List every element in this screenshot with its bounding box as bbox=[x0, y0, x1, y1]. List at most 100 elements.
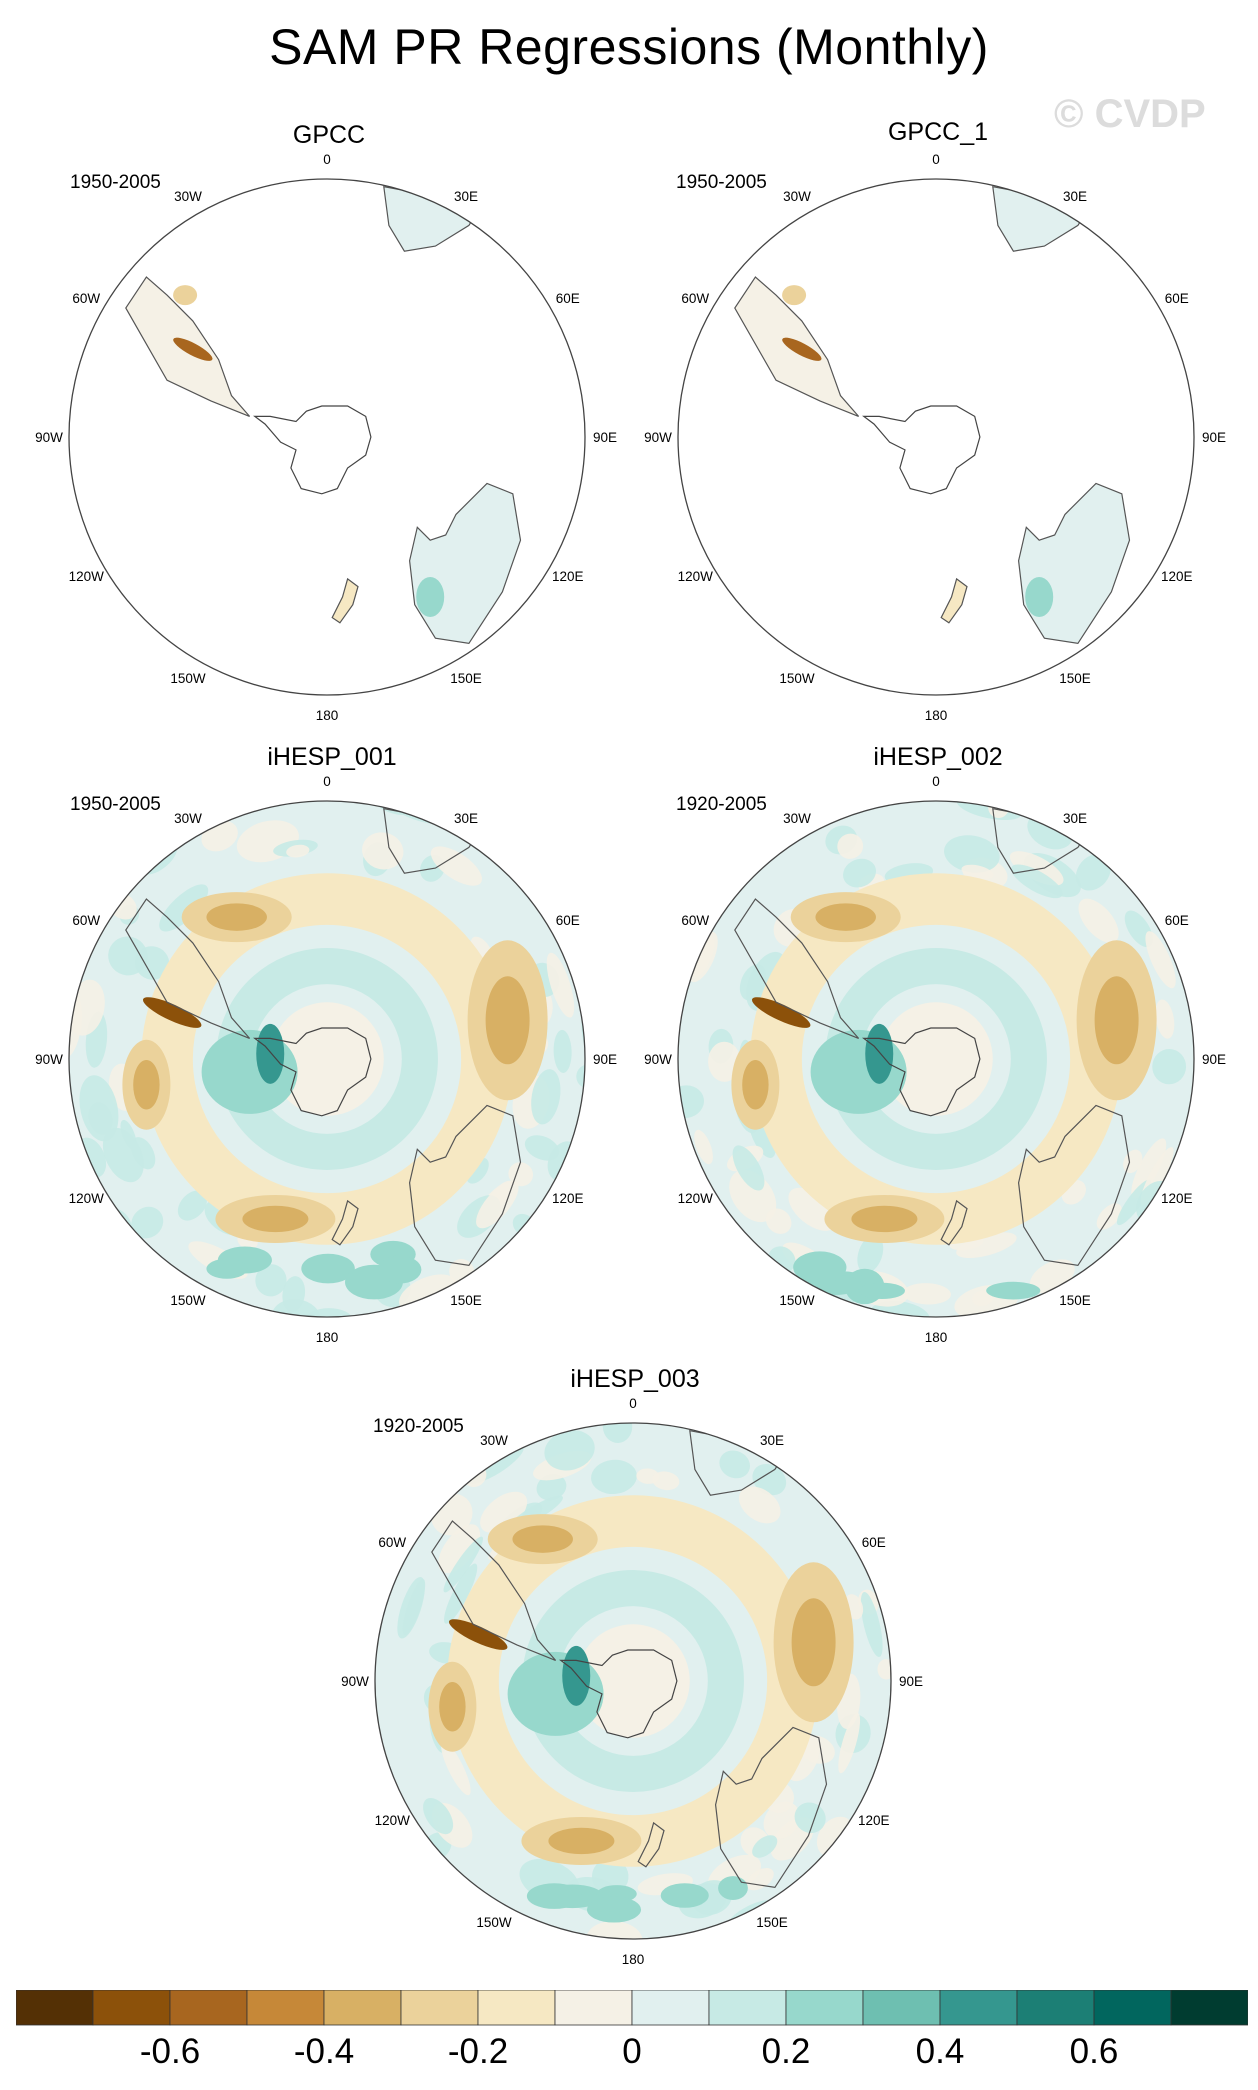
longitude-label: 90E bbox=[899, 1674, 923, 1689]
colorbar-swatch bbox=[708, 1990, 787, 2026]
longitude-label: 60W bbox=[681, 913, 709, 928]
longitude-label: 0 bbox=[323, 774, 331, 789]
panel-title: GPCC bbox=[292, 121, 366, 149]
period-label: 1950-2005 bbox=[676, 172, 767, 193]
longitude-label: 120E bbox=[858, 1813, 890, 1828]
longitude-label: 150E bbox=[450, 671, 482, 686]
longitude-label: 90W bbox=[644, 430, 672, 445]
period-label: 1950-2005 bbox=[70, 794, 161, 815]
period-label: 1920-2005 bbox=[676, 794, 767, 815]
colorbar-swatch bbox=[939, 1990, 1018, 2026]
longitude-label: 120E bbox=[552, 1191, 584, 1206]
colorbar-tick-label: -0.2 bbox=[448, 2032, 508, 2070]
colorbar-swatch bbox=[1170, 1990, 1248, 2026]
colorbar-swatch bbox=[477, 1990, 556, 2026]
longitude-label: 30E bbox=[1063, 811, 1087, 826]
longitude-label: 150E bbox=[1059, 671, 1091, 686]
polar-map: 0 30E 60E 90E 120E 150E 180 150W 120W 90W 60W 30W bbox=[35, 152, 617, 723]
longitude-label: 120W bbox=[678, 569, 714, 584]
longitude-label: 30E bbox=[1063, 189, 1087, 204]
colorbar-swatch bbox=[631, 1990, 710, 2026]
panel-title: iHESP_003 bbox=[570, 1365, 700, 1393]
panel-title: iHESP_001 bbox=[267, 743, 397, 771]
map-panel-ihesp-001: 0 30E 60E 90E 120E 150E 180 150W 120W 90W 60W 30W i… bbox=[32, 734, 632, 1354]
colorbar-tick-label: 0 bbox=[622, 2032, 641, 2070]
longitude-label: 0 bbox=[932, 774, 940, 789]
polar-map: 0 30E 60E 90E 120E 150E 180 150W 120W 90W 60W 30W bbox=[644, 152, 1226, 723]
panel-title: GPCC_1 bbox=[887, 118, 989, 146]
longitude-label: 30E bbox=[454, 811, 478, 826]
colorbar-swatch bbox=[323, 1990, 402, 2026]
map-field bbox=[375, 1423, 891, 1939]
longitude-label: 30E bbox=[760, 1433, 784, 1448]
map-panel-gpcc: 0 30E 60E 90E 120E 150E 180 150W 120W 90W 60W 30W G… bbox=[32, 112, 632, 732]
colorbar-tick-label: -0.6 bbox=[140, 2032, 200, 2070]
polar-map: 0 30E 60E 90E 120E 150E 180 150W 120W 90W 60W 30W bbox=[35, 774, 617, 1345]
colorbar-tick-label: -0.4 bbox=[294, 2032, 354, 2070]
longitude-label: 90W bbox=[341, 1674, 369, 1689]
panel-title: iHESP_002 bbox=[873, 743, 1003, 771]
longitude-label: 0 bbox=[323, 152, 331, 167]
longitude-label: 60W bbox=[378, 1535, 406, 1550]
colorbar: -0.6 -0.4 -0.2 0 0.2 0.4 0.6 bbox=[16, 1990, 1248, 2070]
colorbar-swatch bbox=[169, 1990, 248, 2026]
colorbar-tick-label: 0.6 bbox=[1070, 2032, 1119, 2070]
longitude-label: 90W bbox=[35, 430, 63, 445]
map-border bbox=[677, 800, 1195, 1318]
longitude-label: 150W bbox=[170, 1293, 206, 1308]
longitude-label: 30W bbox=[174, 189, 202, 204]
longitude-label: 150W bbox=[170, 671, 206, 686]
longitude-label: 90W bbox=[644, 1052, 672, 1067]
colorbar-swatch bbox=[785, 1990, 864, 2026]
longitude-label: 120E bbox=[1161, 569, 1193, 584]
longitude-label: 120E bbox=[552, 569, 584, 584]
longitude-label: 60E bbox=[556, 291, 580, 306]
longitude-label: 60W bbox=[681, 291, 709, 306]
longitude-label: 0 bbox=[932, 152, 940, 167]
colorbar-swatch bbox=[400, 1990, 479, 2026]
longitude-label: 60E bbox=[862, 1535, 886, 1550]
map-field bbox=[69, 179, 585, 695]
map-panel-ihesp-003: 0 30E 60E 90E 120E 150E 180 150W 120W 90W 60W 30W i… bbox=[335, 1356, 935, 1976]
longitude-label: 120W bbox=[69, 1191, 105, 1206]
longitude-label: 180 bbox=[316, 1330, 339, 1345]
polar-map: 0 30E 60E 90E 120E 150E 180 150W 120W 90W 60W 30W bbox=[644, 774, 1226, 1345]
map-border bbox=[68, 800, 586, 1318]
longitude-label: 0 bbox=[629, 1396, 637, 1411]
longitude-label: 120E bbox=[1161, 1191, 1193, 1206]
colorbar-swatch bbox=[246, 1990, 325, 2026]
map-border bbox=[677, 178, 1195, 696]
longitude-label: 180 bbox=[925, 708, 948, 723]
period-label: 1950-2005 bbox=[70, 172, 161, 193]
figure-title: SAM PR Regressions (Monthly) bbox=[269, 19, 989, 75]
longitude-label: 120W bbox=[678, 1191, 714, 1206]
longitude-label: 30E bbox=[454, 189, 478, 204]
longitude-label: 150E bbox=[1059, 1293, 1091, 1308]
map-field bbox=[678, 801, 1194, 1317]
map-panel-gpcc-1: 0 30E 60E 90E 120E 150E 180 150W 120W 90W 60W 30W G… bbox=[638, 112, 1238, 732]
map-border bbox=[68, 178, 586, 696]
colorbar-swatch bbox=[1093, 1990, 1172, 2026]
polar-map: 0 30E 60E 90E 120E 150E 180 150W 120W 90W 60W 30W bbox=[341, 1396, 923, 1967]
colorbar-swatch bbox=[862, 1990, 941, 2026]
colorbar-tick-label: 0.4 bbox=[916, 2032, 965, 2070]
longitude-label: 30W bbox=[783, 189, 811, 204]
longitude-label: 60W bbox=[72, 913, 100, 928]
map-panel-ihesp-002: 0 30E 60E 90E 120E 150E 180 150W 120W 90W 60W 30W i… bbox=[638, 734, 1238, 1354]
longitude-label: 90W bbox=[35, 1052, 63, 1067]
colorbar-swatch bbox=[554, 1990, 633, 2026]
longitude-label: 150W bbox=[476, 1915, 512, 1930]
longitude-label: 30W bbox=[783, 811, 811, 826]
colorbar-swatch bbox=[16, 1990, 94, 2026]
longitude-label: 90E bbox=[593, 1052, 617, 1067]
longitude-label: 150W bbox=[779, 671, 815, 686]
longitude-label: 180 bbox=[925, 1330, 948, 1345]
longitude-label: 90E bbox=[1202, 430, 1226, 445]
longitude-label: 60E bbox=[1165, 291, 1189, 306]
colorbar-swatch bbox=[92, 1990, 171, 2026]
colorbar-swatch bbox=[1016, 1990, 1095, 2026]
longitude-label: 180 bbox=[316, 708, 339, 723]
longitude-label: 60E bbox=[556, 913, 580, 928]
map-field bbox=[678, 179, 1194, 695]
watermark: © CVDP bbox=[1054, 92, 1206, 136]
